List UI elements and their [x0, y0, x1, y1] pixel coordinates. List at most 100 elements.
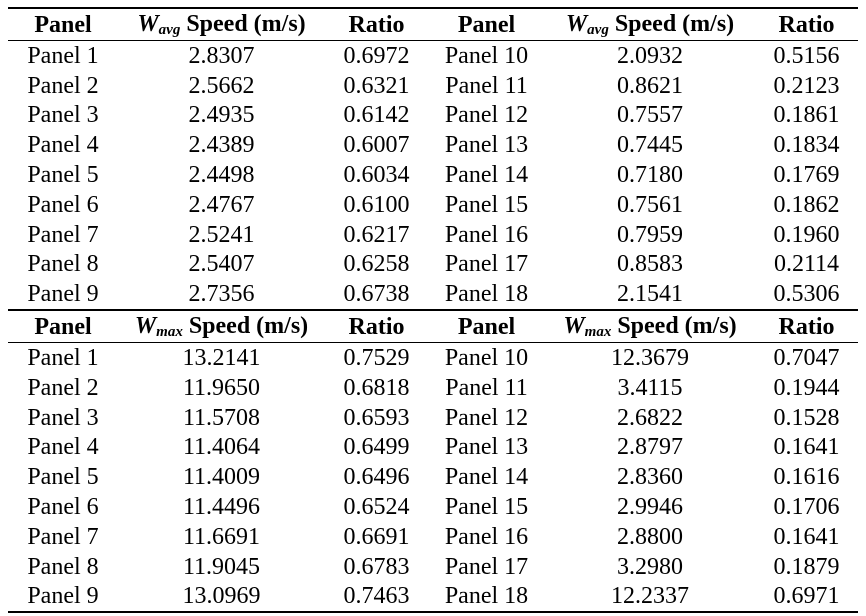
table-cell: 0.1861	[773, 102, 840, 129]
table-cell: 0.6691	[343, 523, 410, 550]
header-subscript: avg	[587, 21, 609, 38]
table-cell: 2.8800	[617, 523, 683, 550]
table-cell: 0.6593	[343, 404, 410, 431]
header-cell: Panel	[457, 313, 516, 340]
table-row: Panel 2 2.5662 0.6321 Panel 11 0.8621 0.2123	[8, 71, 858, 101]
header-unit: Speed (m/s)	[614, 10, 735, 37]
table-cell: Panel 14	[444, 464, 529, 491]
table-cell: Panel 6	[27, 494, 99, 521]
header-unit: Speed (m/s)	[188, 312, 309, 339]
table-cell: Panel 7	[27, 523, 99, 550]
table-cell: 0.1834	[773, 132, 840, 159]
table-cell: 0.8621	[617, 72, 683, 99]
table-cell: Panel 6	[27, 191, 99, 218]
table-cell: 12.3679	[611, 345, 689, 372]
table-row: Panel 9 13.0969 0.7463 Panel 18 12.2337 0.697…	[8, 582, 858, 613]
table-cell: 2.4767	[188, 191, 255, 218]
table-cell: 2.8360	[617, 464, 683, 491]
header-cell: Wmax Speed (m/s)	[545, 310, 755, 343]
header-subscript: max	[584, 323, 612, 340]
table-cell: 2.5407	[188, 251, 255, 278]
table-cell: 11.4009	[182, 464, 261, 491]
table-row: Panel 2 11.9650 0.6818 Panel 11 3.4115 0.1944	[8, 373, 858, 403]
table-cell: 11.6691	[182, 523, 261, 550]
table-cell: Panel 7	[27, 221, 99, 248]
table-row: Panel 9 2.7356 0.6738 Panel 18 2.1541 0.5306	[8, 279, 858, 310]
table-cell: 0.5306	[773, 281, 840, 308]
table-cell: Panel 18	[444, 583, 529, 610]
table-cell: 2.5662	[188, 72, 255, 99]
table-row: Panel 5 11.4009 0.6496 Panel 14 2.8360 0.1616	[8, 462, 858, 492]
table-cell: 0.7557	[617, 102, 683, 129]
table-cell: 0.7561	[617, 191, 683, 218]
table-cell: 0.1528	[773, 404, 840, 431]
table-cell: 0.6217	[343, 221, 410, 248]
table-cell: Panel 13	[444, 434, 529, 461]
table-cell: Panel 9	[27, 281, 99, 308]
table-row: Panel 6 11.4496 0.6524 Panel 15 2.9946 0.1706	[8, 492, 858, 522]
header-symbol: W	[563, 312, 585, 339]
table-block: Panel Wmax Speed (m/s) Ratio Panel Wmax Spee…	[8, 310, 858, 613]
table-cell: Panel 1	[27, 42, 99, 69]
table-cell: 2.4498	[188, 162, 255, 189]
header-symbol: W	[137, 10, 159, 37]
table-cell: 3.4115	[617, 374, 683, 401]
table-row: Panel 4 11.4064 0.6499 Panel 13 2.8797 0.1641	[8, 433, 858, 463]
table-cell: 2.0932	[617, 42, 683, 69]
table-cell: Panel 8	[27, 553, 99, 580]
table-cell: Panel 3	[27, 102, 99, 129]
table-cell: Panel 12	[444, 404, 529, 431]
header-cell: Ratio	[348, 11, 405, 38]
table-cell: 0.6971	[773, 583, 840, 610]
table-cell: 13.2141	[182, 345, 261, 372]
table-cell: 0.6738	[343, 281, 410, 308]
header-cell: Panel	[34, 11, 92, 38]
table-cell: Panel 4	[27, 132, 99, 159]
header-row: Panel Wavg Speed (m/s) Ratio Panel Wavg Spee…	[8, 8, 858, 41]
table-cell: Panel 14	[444, 162, 529, 189]
header-cell: Wavg Speed (m/s)	[118, 8, 325, 41]
table-cell: 0.1706	[773, 494, 840, 521]
table-cell: 0.8583	[617, 251, 683, 278]
header-symbol: W	[565, 10, 588, 37]
header-symbol: W	[134, 312, 157, 339]
table-cell: 0.6142	[343, 102, 410, 129]
table-cell: 2.8797	[617, 434, 683, 461]
table-cell: 0.5156	[773, 42, 840, 69]
table-cell: 0.2123	[773, 72, 840, 99]
table-cell: 0.6100	[343, 191, 410, 218]
table-cell: 0.1862	[773, 191, 840, 218]
table-cell: 0.6034	[343, 162, 410, 189]
table-row: Panel 6 2.4767 0.6100 Panel 15 0.7561 0.1862	[8, 190, 858, 220]
table-row: Panel 7 2.5241 0.6217 Panel 16 0.7959 0.1960	[8, 220, 858, 250]
table-cell: Panel 9	[27, 583, 99, 610]
table-row: Panel 4 2.4389 0.6007 Panel 13 0.7445 0.1834	[8, 130, 858, 160]
table-row: Panel 1 2.8307 0.6972 Panel 10 2.0932 0.5156	[8, 41, 858, 71]
header-cell: Ratio	[348, 313, 405, 340]
header-unit: Speed (m/s)	[186, 10, 306, 37]
table-cell: 0.6972	[343, 42, 410, 69]
table-cell: Panel 1	[27, 345, 99, 372]
table-cell: 2.8307	[188, 42, 255, 69]
table-cell: Panel 5	[27, 162, 99, 189]
table-row: Panel 7 11.6691 0.6691 Panel 16 2.8800 0.1641	[8, 522, 858, 552]
table-cell: Panel 10	[444, 42, 529, 69]
table-row: Panel 8 11.9045 0.6783 Panel 17 3.2980 0.1879	[8, 552, 858, 582]
table-cell: Panel 17	[444, 251, 529, 278]
table-cell: Panel 12	[444, 102, 529, 129]
table-cell: 0.1641	[773, 523, 840, 550]
table-cell: 11.5708	[182, 404, 261, 431]
table-cell: Panel 13	[444, 132, 529, 159]
header-cell: Wavg Speed (m/s)	[545, 8, 755, 41]
table-cell: 2.5241	[188, 221, 255, 248]
table-row: Panel 8 2.5407 0.6258 Panel 17 0.8583 0.2114	[8, 250, 858, 280]
table-cell: Panel 5	[27, 464, 99, 491]
table-cell: Panel 16	[444, 221, 529, 248]
table-cell: 0.6321	[343, 72, 410, 99]
table-cell: 13.0969	[182, 583, 261, 610]
table-cell: 0.6258	[343, 251, 410, 278]
table-cell: 11.4496	[182, 494, 261, 521]
table-cell: 0.7047	[773, 345, 840, 372]
table-cell: 0.7180	[617, 162, 683, 189]
table-cell: 0.7463	[343, 583, 410, 610]
